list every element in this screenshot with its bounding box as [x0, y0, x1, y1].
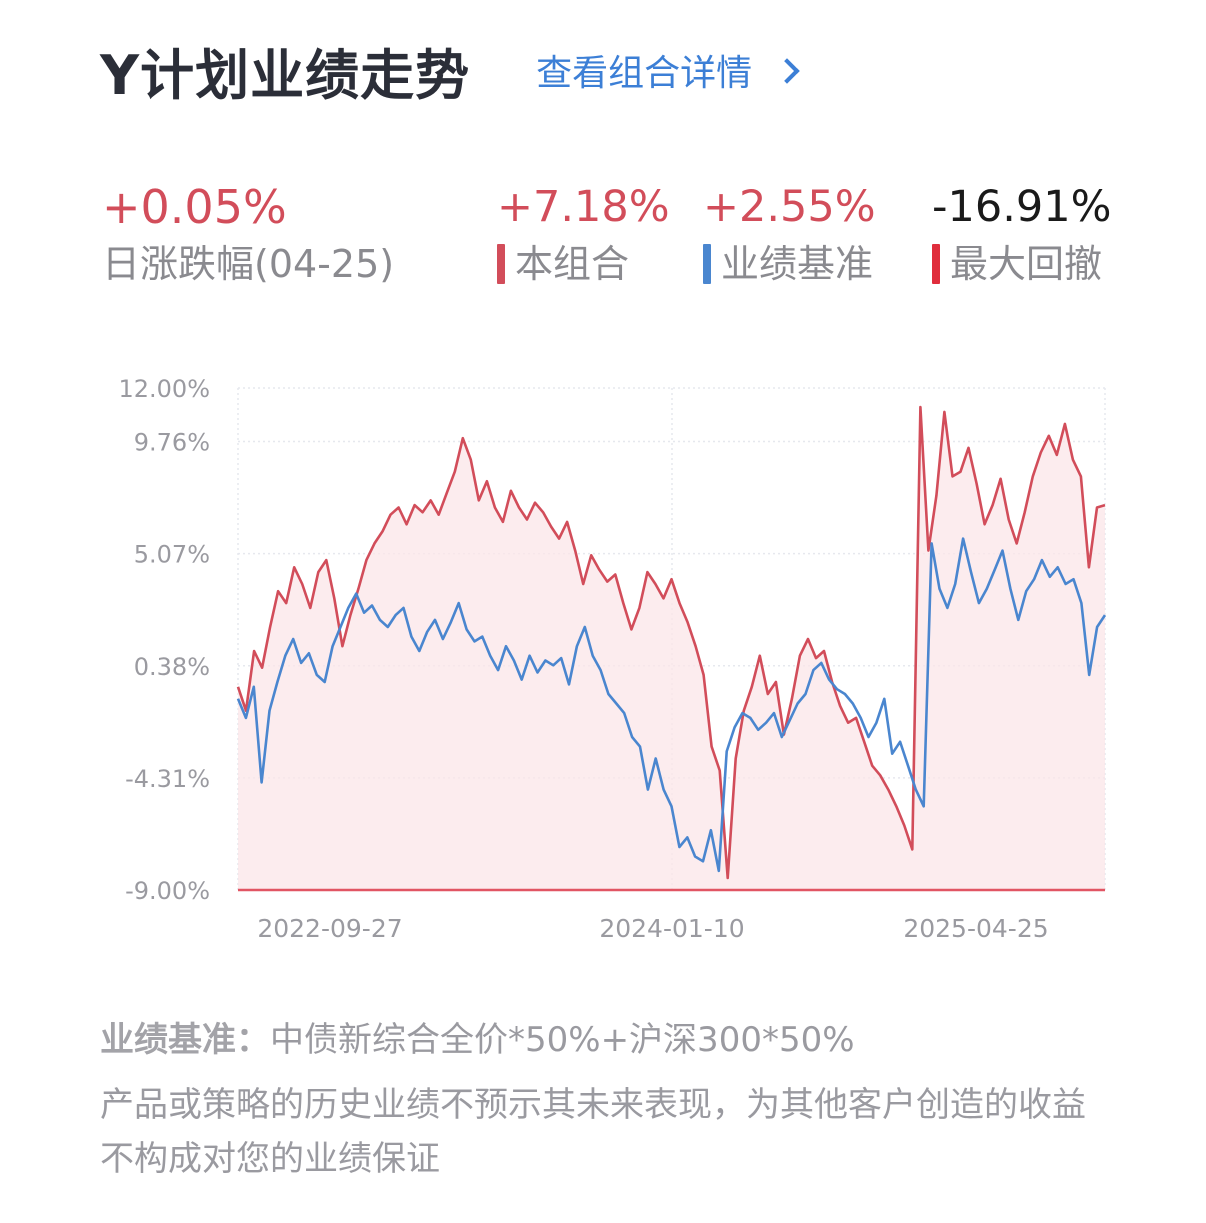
chart-fill: [238, 407, 1105, 890]
view-portfolio-details-link[interactable]: 查看组合详情: [536, 44, 800, 96]
performance-chart[interactable]: 12.00% 9.76% 5.07% 0.38% -4.31% -9.00% 2022-09…: [0, 360, 1206, 960]
portfolio-line: [236, 405, 1106, 880]
max-drawdown-legend: 最大回撤: [932, 236, 1111, 292]
daily-change-stat: +0.05% 日涨跌幅(04-25): [102, 178, 394, 292]
y-tick-label: -4.31%: [125, 765, 210, 793]
max-drawdown-label: 最大回撤: [950, 242, 1103, 286]
page-title: Y计划业绩走势: [100, 43, 471, 107]
benchmark-line: [236, 537, 1107, 873]
y-tick-label: 12.00%: [118, 375, 210, 403]
benchmark-note: 业绩基准：中债新综合全价*50%+沪深300*50%: [100, 1012, 855, 1061]
portfolio-legend: 本组合: [497, 236, 670, 292]
stats-row: +0.05% 日涨跌幅(04-25) +7.18% 本组合 +2.55% 业绩基…: [0, 178, 1206, 308]
max-drawdown-legend-marker: [932, 244, 940, 284]
view-portfolio-details-label: 查看组合详情: [536, 53, 753, 94]
chart-lines: [236, 405, 1107, 880]
benchmark-legend: 业绩基准: [703, 236, 876, 292]
portfolio-stat[interactable]: +7.18% 本组合: [497, 178, 670, 292]
header: Y计划业绩走势 查看组合详情: [100, 30, 1100, 110]
portfolio-area-fill: [238, 407, 1105, 890]
max-drawdown-value: -16.91%: [932, 182, 1112, 232]
portfolio-return-value: +7.18%: [497, 182, 670, 232]
daily-change-label: 日涨跌幅(04-25): [102, 242, 395, 286]
benchmark-legend-marker: [703, 244, 711, 284]
portfolio-label: 本组合: [515, 242, 630, 286]
benchmark-stat[interactable]: +2.55% 业绩基准: [703, 178, 876, 292]
y-tick-label: -9.00%: [125, 877, 210, 905]
portfolio-legend-marker: [497, 244, 505, 284]
benchmark-note-value: 中债新综合全价*50%+沪深300*50%: [270, 1020, 855, 1060]
disclaimer-text: 产品或策略的历史业绩不预示其未来表现，为其他客户创造的收益不构成对您的业绩保证: [100, 1085, 1086, 1179]
x-tick-label: 2022-09-27: [257, 914, 402, 943]
benchmark-return-value: +2.55%: [703, 182, 876, 232]
daily-change-value: +0.05%: [102, 180, 287, 234]
y-tick-label: 0.38%: [134, 653, 210, 681]
max-drawdown-stat: -16.91% 最大回撤: [932, 178, 1111, 292]
benchmark-label: 业绩基准: [721, 242, 874, 286]
y-tick-label: 5.07%: [134, 541, 210, 569]
x-tick-label: 2024-01-10: [599, 914, 744, 943]
chart-axes: 12.00% 9.76% 5.07% 0.38% -4.31% -9.00% 2022-09…: [118, 375, 1105, 943]
y-tick-label: 9.76%: [134, 429, 210, 457]
chevron-right-icon: [774, 58, 800, 84]
benchmark-note-key: 业绩基准：: [100, 1020, 270, 1060]
x-tick-label: 2025-04-25: [903, 914, 1048, 943]
